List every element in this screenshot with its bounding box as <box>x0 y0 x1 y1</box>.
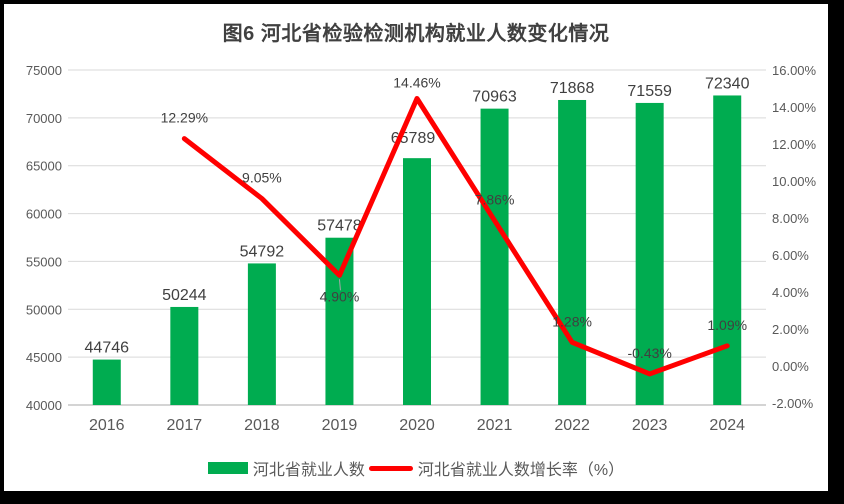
bar <box>558 99 587 405</box>
line-value-label: -0.43% <box>627 345 671 361</box>
right-axis-tick-label: 2.00% <box>772 322 809 337</box>
left-axis-tick-label: 55000 <box>26 254 62 269</box>
x-axis-year-label: 2020 <box>399 417 435 434</box>
bar <box>170 306 199 405</box>
x-axis-year-label: 2024 <box>709 417 745 434</box>
right-axis-tick-label: 10.00% <box>772 174 817 189</box>
bar-value-label: 71559 <box>627 83 672 100</box>
left-axis-tick-label: 70000 <box>26 111 62 126</box>
growth-line <box>181 95 730 377</box>
label-leader-line <box>338 279 341 291</box>
line-value-label: 1.09% <box>707 317 747 333</box>
right-axis-tick-label: 14.00% <box>772 100 817 115</box>
chart-plot-area: 75000 70000 65000 60000 55000 50000 45000 40000… <box>26 63 817 434</box>
legend-item: 河北省就业人数增长率（%） <box>368 456 625 480</box>
bar <box>92 359 121 405</box>
right-axis-tick-label: -2.00% <box>772 396 814 411</box>
right-axis-tick-label: 0.00% <box>772 359 809 374</box>
legend-item: 河北省就业人数 <box>207 456 365 480</box>
x-axis-year-label: 2019 <box>322 417 358 434</box>
line-value-label: 12.29% <box>161 110 208 126</box>
bar <box>403 158 431 405</box>
x-axis-year-label: 2023 <box>632 417 668 434</box>
x-axis-year-label: 2022 <box>554 417 590 434</box>
x-axis-year-label: 2016 <box>89 417 125 434</box>
bar <box>713 95 742 406</box>
bar-value-label: 50244 <box>162 287 207 304</box>
chart-title: 图6 河北省检验检测机构就业人数变化情况 <box>222 23 610 45</box>
bar-value-label: 57478 <box>317 218 362 235</box>
line-value-label: 1.28% <box>552 313 592 329</box>
legend-label: 河北省就业人数增长率（%） <box>417 462 625 479</box>
bar-value-label: 72340 <box>705 75 750 92</box>
bar-value-label: 70963 <box>472 89 517 106</box>
bar-value-label: 54792 <box>240 243 285 260</box>
legend-label: 河北省就业人数 <box>252 462 365 479</box>
left-axis-tick-label: 50000 <box>26 302 62 317</box>
line-value-label: 4.90% <box>320 288 360 304</box>
x-axis-year-label: 2018 <box>244 417 280 434</box>
line-value-label: 14.46% <box>393 74 440 90</box>
bar <box>247 263 276 405</box>
right-axis-tick-label: 4.00% <box>772 285 809 300</box>
left-axis-tick-label: 45000 <box>26 350 62 365</box>
right-axis-tick-label: 8.00% <box>772 211 809 226</box>
left-axis-tick-label: 75000 <box>26 63 62 78</box>
right-axis-tick-label: 6.00% <box>772 248 809 263</box>
right-axis-tick-label: 16.00% <box>772 63 817 78</box>
line-value-label: 9.05% <box>242 170 282 186</box>
bar-value-label: 71868 <box>550 80 595 97</box>
x-axis-year-label: 2021 <box>477 417 513 434</box>
right-axis-tick-label: 12.00% <box>772 137 817 152</box>
legend-bar-swatch <box>207 462 248 474</box>
legend-line-swatch <box>368 465 413 471</box>
x-axis-year-label: 2017 <box>167 417 203 434</box>
chart-canvas: 图6 河北省检验检测机构就业人数变化情况 75000 70000 65000 6000… <box>4 4 828 491</box>
bar <box>480 108 509 405</box>
bar-value-label: 44746 <box>85 340 130 357</box>
left-axis-tick-label: 60000 <box>26 207 62 222</box>
left-axis-tick-label: 40000 <box>26 398 62 413</box>
line-value-label: 7.86% <box>475 192 515 208</box>
chart-legend: 河北省就业人数 河北省就业人数增长率（%） <box>4 456 828 480</box>
bar <box>635 102 664 405</box>
left-axis-tick-label: 65000 <box>26 159 62 174</box>
